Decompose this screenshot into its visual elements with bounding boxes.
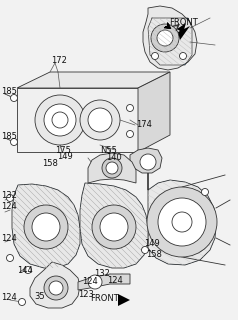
Polygon shape xyxy=(80,183,148,268)
Circle shape xyxy=(6,195,14,202)
Circle shape xyxy=(32,213,60,241)
Polygon shape xyxy=(130,148,162,173)
Circle shape xyxy=(44,104,76,136)
Polygon shape xyxy=(143,6,197,70)
Polygon shape xyxy=(178,26,190,40)
Polygon shape xyxy=(118,294,130,306)
Text: FRONT: FRONT xyxy=(90,294,119,303)
Text: 144: 144 xyxy=(17,266,32,275)
Polygon shape xyxy=(177,23,186,33)
Circle shape xyxy=(10,94,18,101)
Text: 175: 175 xyxy=(55,146,71,155)
Polygon shape xyxy=(138,72,170,152)
Circle shape xyxy=(157,30,173,46)
Polygon shape xyxy=(88,153,136,183)
Circle shape xyxy=(100,213,128,241)
Text: 124: 124 xyxy=(107,276,122,285)
Circle shape xyxy=(25,267,31,274)
Circle shape xyxy=(158,198,206,246)
Circle shape xyxy=(19,299,25,306)
Text: 174: 174 xyxy=(136,120,152,129)
Text: 132: 132 xyxy=(1,191,17,200)
Text: 172: 172 xyxy=(51,56,67,65)
Text: 140: 140 xyxy=(106,153,122,162)
Polygon shape xyxy=(148,18,192,65)
Text: 158: 158 xyxy=(146,250,162,259)
Circle shape xyxy=(106,162,118,174)
Circle shape xyxy=(80,100,120,140)
Circle shape xyxy=(6,254,14,261)
Polygon shape xyxy=(30,262,80,308)
Text: 158: 158 xyxy=(42,159,58,168)
Text: 149: 149 xyxy=(144,239,160,248)
Circle shape xyxy=(127,105,134,111)
Circle shape xyxy=(88,108,112,132)
Text: 132: 132 xyxy=(94,269,110,278)
Circle shape xyxy=(10,139,18,146)
Circle shape xyxy=(44,276,68,300)
Circle shape xyxy=(151,24,179,52)
Circle shape xyxy=(147,187,217,257)
Text: N55: N55 xyxy=(100,146,117,155)
Text: 185: 185 xyxy=(1,132,17,140)
Text: 124: 124 xyxy=(1,293,17,302)
Text: FRONT: FRONT xyxy=(169,18,198,27)
Polygon shape xyxy=(148,162,216,265)
Circle shape xyxy=(179,52,187,60)
Polygon shape xyxy=(17,88,138,152)
Circle shape xyxy=(127,131,134,138)
Text: 185: 185 xyxy=(1,87,17,96)
Polygon shape xyxy=(12,184,80,268)
Polygon shape xyxy=(12,184,80,268)
Polygon shape xyxy=(148,162,216,265)
Circle shape xyxy=(102,158,122,178)
Polygon shape xyxy=(80,183,148,268)
Text: 123: 123 xyxy=(79,290,94,299)
Circle shape xyxy=(140,154,156,170)
Text: 35: 35 xyxy=(35,292,45,301)
Circle shape xyxy=(88,275,102,289)
Text: 124: 124 xyxy=(1,234,17,243)
Circle shape xyxy=(142,246,149,253)
Polygon shape xyxy=(17,72,170,88)
Text: 149: 149 xyxy=(57,152,73,161)
Circle shape xyxy=(202,188,208,196)
Circle shape xyxy=(152,52,159,60)
Text: 124: 124 xyxy=(1,202,17,211)
Text: 124: 124 xyxy=(82,277,98,286)
Circle shape xyxy=(24,205,68,249)
Circle shape xyxy=(35,95,85,145)
Polygon shape xyxy=(78,274,130,290)
Circle shape xyxy=(92,205,136,249)
Circle shape xyxy=(49,281,63,295)
